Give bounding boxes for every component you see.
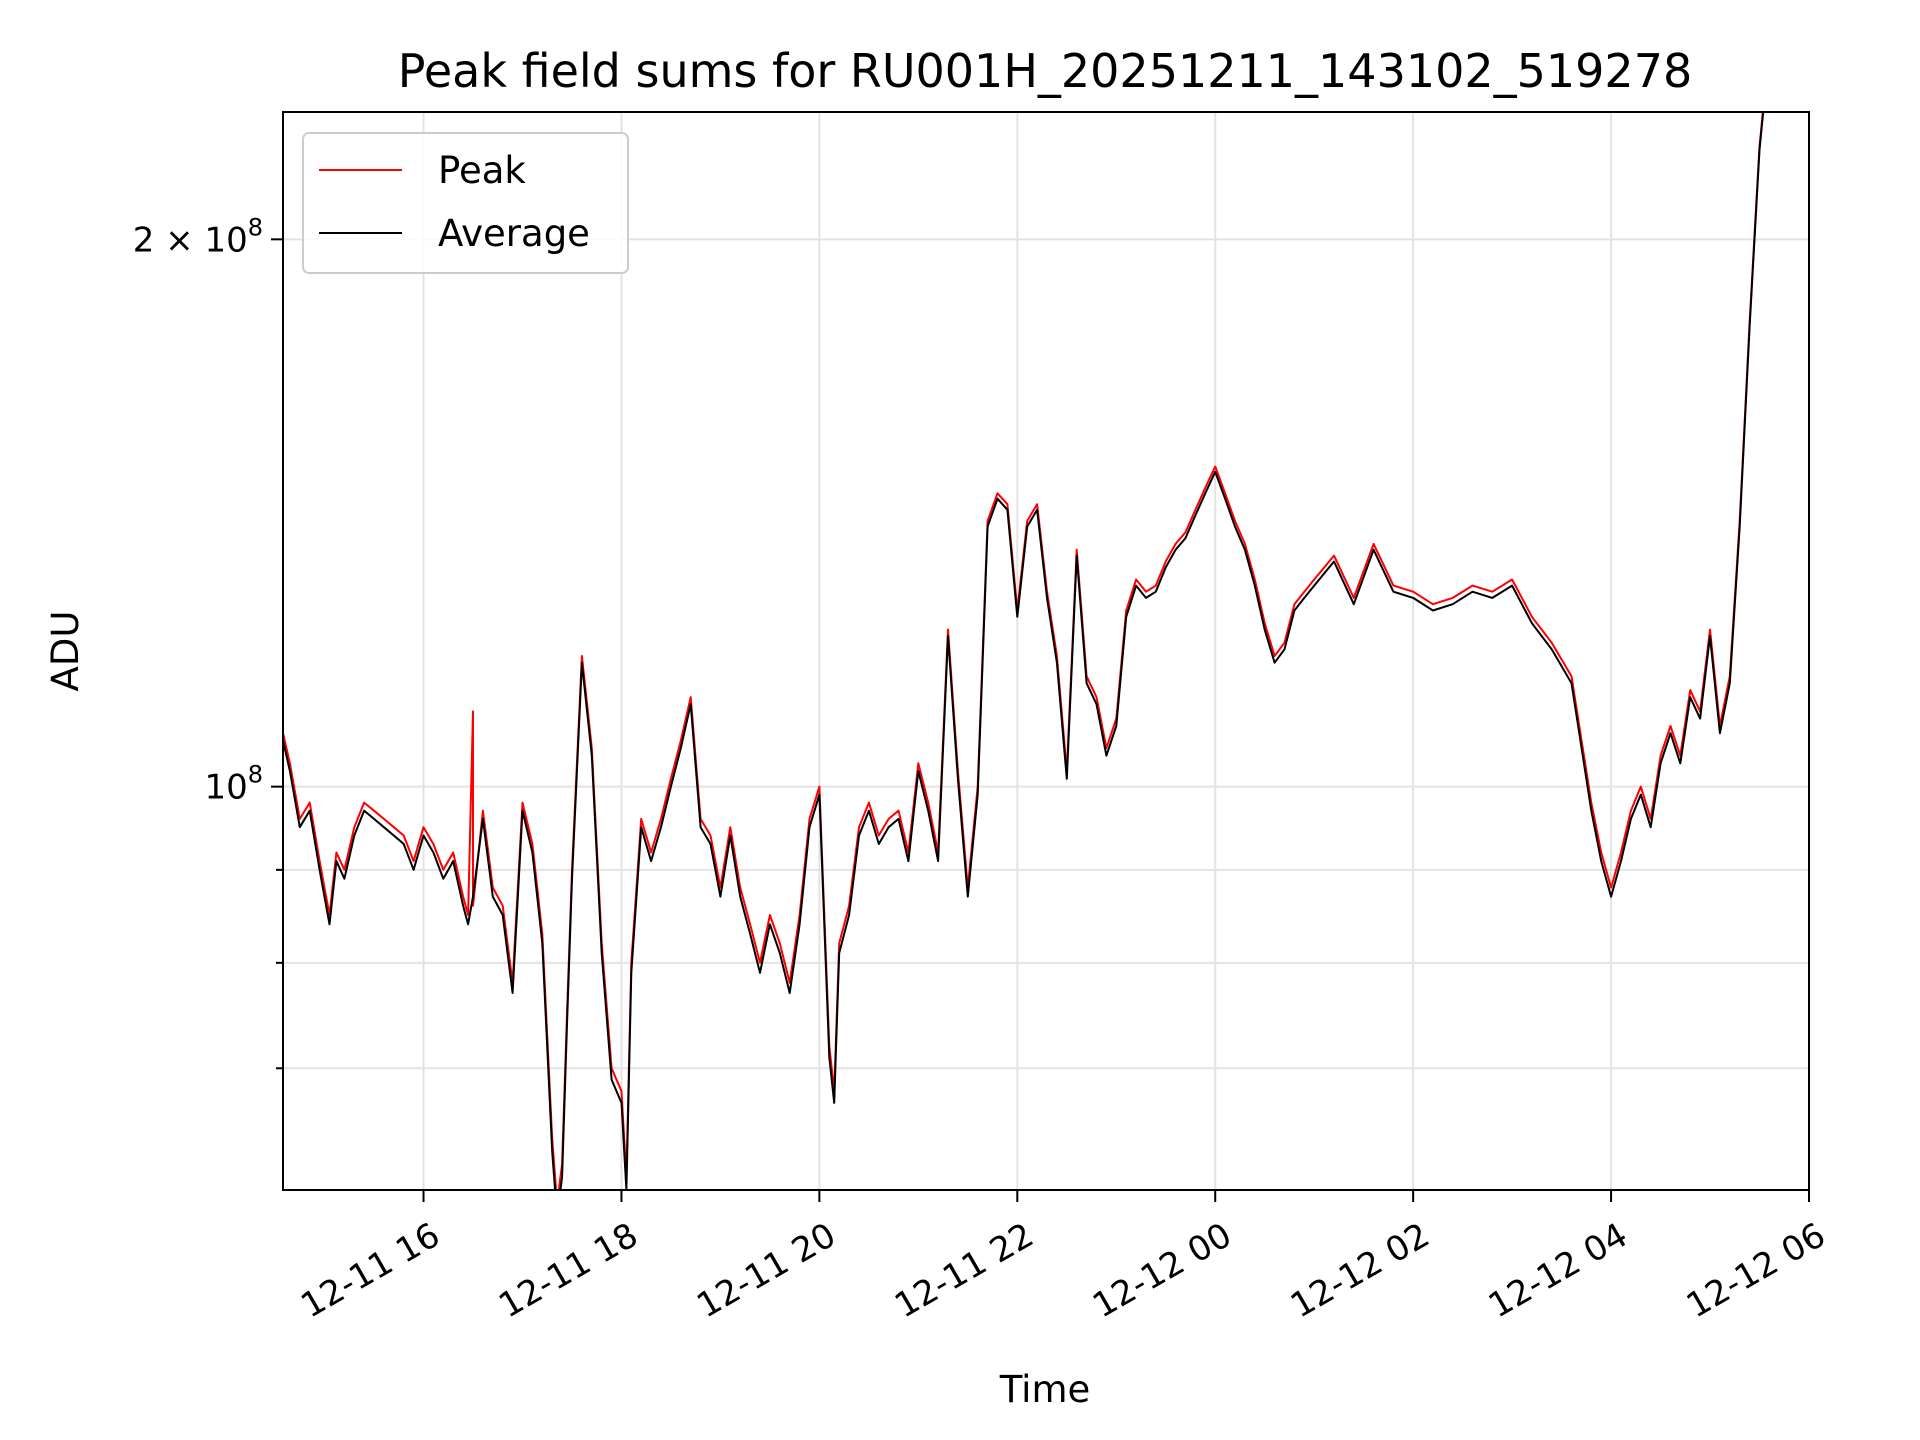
y-axis-label: ADU xyxy=(44,611,87,692)
grid xyxy=(283,112,1809,1190)
chart-title: Peak field sums for RU001H_20251211_1431… xyxy=(398,44,1692,98)
x-axis-label: Time xyxy=(999,1368,1091,1411)
series-line-average xyxy=(283,112,1765,1190)
y-tick-label: 2 × 108 xyxy=(133,213,263,260)
plot-frame xyxy=(282,111,1810,1191)
y-tick-label: 108 xyxy=(204,761,263,808)
series-layer xyxy=(283,112,1765,1190)
legend-label-peak: Peak xyxy=(438,149,526,192)
legend-label-average: Average xyxy=(438,212,590,255)
series-line-peak xyxy=(283,112,1764,1190)
legend: Peak Average xyxy=(302,132,629,274)
y-axis-ticks: 108 2 × 108 xyxy=(133,213,283,1070)
legend-box xyxy=(302,132,629,274)
